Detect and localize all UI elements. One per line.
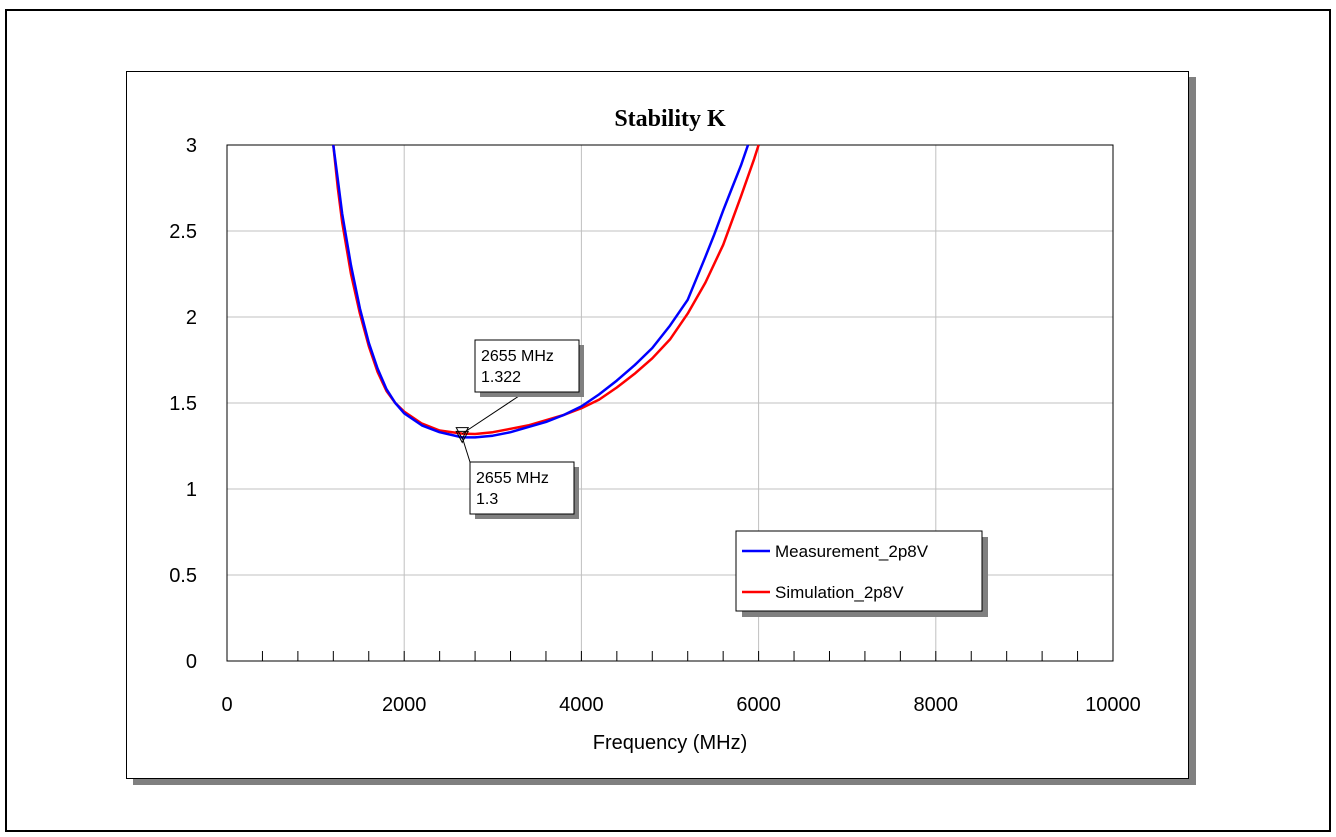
marker-freq-label: 2655 MHz bbox=[476, 470, 549, 487]
y-tick-labels: 0 0.5 1 1.5 2 2.5 3 bbox=[169, 135, 197, 673]
x-tick-label: 10000 bbox=[1085, 694, 1141, 716]
series-lines bbox=[332, 144, 760, 439]
legend-label-simulation: Simulation_2p8V bbox=[775, 583, 904, 602]
legend-label-measurement: Measurement_2p8V bbox=[775, 542, 929, 561]
y-tick-label: 0 bbox=[186, 651, 197, 673]
x-tick-label: 2000 bbox=[382, 694, 427, 716]
y-tick-label: 2 bbox=[186, 307, 197, 329]
y-tick-label: 0.5 bbox=[169, 565, 197, 587]
x-tick-label: 4000 bbox=[559, 694, 604, 716]
marker-value-label: 1.322 bbox=[481, 369, 521, 386]
markers: 2655 MHz 1.322 2655 MHz 1.3 bbox=[455, 339, 584, 519]
legend: Measurement_2p8V Simulation_2p8V bbox=[735, 530, 988, 617]
series-line-measurement bbox=[332, 144, 750, 439]
marker-value-label: 1.3 bbox=[476, 491, 498, 508]
x-tick-label: 0 bbox=[221, 694, 232, 716]
marker-leader-line bbox=[461, 391, 526, 435]
y-tick-label: 3 bbox=[186, 135, 197, 157]
marker-freq-label: 2655 MHz bbox=[481, 348, 554, 365]
y-tick-label: 2.5 bbox=[169, 221, 197, 243]
x-axis-label: Frequency (MHz) bbox=[593, 732, 747, 754]
y-tick-label: 1.5 bbox=[169, 393, 197, 415]
marker-triangle bbox=[455, 427, 470, 440]
marker-triangle bbox=[455, 430, 470, 444]
x-minor-ticks bbox=[226, 651, 1114, 661]
x-tick-label: 6000 bbox=[736, 694, 781, 716]
y-tick-label: 1 bbox=[186, 479, 197, 501]
marker-box bbox=[474, 339, 580, 393]
legend-box bbox=[735, 530, 983, 612]
marker-leader-line bbox=[461, 437, 471, 463]
x-tick-label: 8000 bbox=[914, 694, 959, 716]
chart-title: Stability K bbox=[614, 106, 726, 132]
plot-border bbox=[226, 144, 1114, 662]
marker-box bbox=[469, 461, 575, 515]
x-tick-labels: 0 2000 4000 6000 8000 10000 bbox=[221, 694, 1140, 716]
